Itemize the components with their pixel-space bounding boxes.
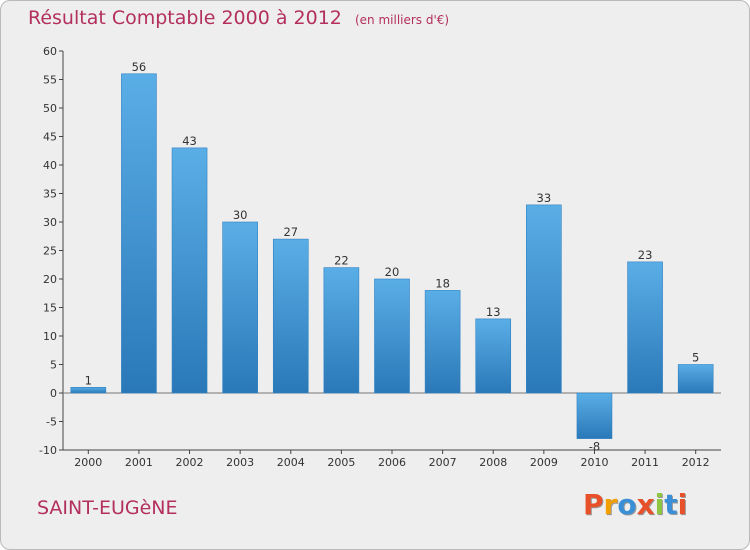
data-label-2011: 23 [638, 248, 653, 262]
x-tick-label: 2003 [226, 456, 254, 469]
x-tick-label: 2012 [682, 456, 710, 469]
x-tick-label: 2006 [378, 456, 406, 469]
brand-letter: r [603, 488, 618, 521]
x-tick-label: 2007 [429, 456, 457, 469]
y-tick-label: 35 [43, 188, 57, 201]
bar-2008 [475, 318, 512, 394]
y-tick-label: 5 [50, 359, 57, 372]
y-tick-label: 30 [43, 216, 57, 229]
y-tick-label: 20 [43, 273, 57, 286]
bars-group [70, 73, 714, 439]
data-label-2001: 56 [132, 60, 147, 74]
chart-title: Résultat Comptable 2000 à 2012 [28, 7, 342, 29]
bar-2002 [171, 147, 208, 394]
y-tick-label: 45 [43, 131, 57, 144]
x-tick-label: 2001 [125, 456, 153, 469]
data-label-2000: 1 [85, 373, 92, 387]
x-tick-label: 2010 [580, 456, 608, 469]
brand-letter: o [617, 488, 637, 521]
bar-2012 [677, 364, 714, 394]
y-tick-label: -10 [39, 444, 57, 457]
data-label-2002: 43 [182, 134, 197, 148]
title-row: Résultat Comptable 2000 à 2012 (en milli… [28, 7, 449, 29]
brand-letter: x [636, 488, 655, 521]
bar-2001 [121, 73, 157, 394]
data-label-2004: 27 [283, 225, 298, 239]
y-tick-label: 0 [50, 387, 57, 400]
brand-letter: t [664, 488, 678, 521]
data-label-2010: -8 [589, 440, 600, 454]
y-tick-label: 40 [43, 159, 57, 172]
bar-2006 [374, 278, 410, 394]
bar-2007 [424, 290, 461, 394]
x-tick-label: 2005 [327, 456, 355, 469]
bar-2005 [323, 267, 360, 394]
x-tick-label: 2004 [277, 456, 305, 469]
y-tick-label: 50 [43, 102, 57, 115]
brand-letter: P [583, 488, 604, 521]
y-tick-label: 15 [43, 302, 57, 315]
y-tick-label: 10 [43, 330, 57, 343]
y-tick-label: 60 [43, 45, 57, 58]
data-label-2007: 18 [435, 276, 450, 290]
data-label-2006: 20 [385, 265, 400, 279]
chart-subtitle: (en milliers d'€) [354, 13, 450, 27]
data-label-2008: 13 [486, 305, 501, 319]
x-tick-label: 2002 [176, 456, 204, 469]
brand-letter: i [654, 488, 665, 521]
x-tick-label: 2011 [631, 456, 659, 469]
data-label-2005: 22 [334, 254, 349, 268]
bar-2011 [627, 261, 663, 394]
data-label-2012: 5 [692, 351, 699, 365]
data-label-2003: 30 [233, 208, 248, 222]
data-labels-group: 1 56 43 30 27 22 20 18 13 33 -8 23 5 [85, 60, 700, 454]
brand-letter: i [677, 488, 688, 521]
y-tick-label: 55 [43, 74, 57, 87]
bar-2004 [272, 238, 309, 394]
x-tick-label: 2008 [479, 456, 507, 469]
y-tick-label: -5 [46, 416, 57, 429]
y-tick-label: 25 [43, 245, 57, 258]
commune-name: SAINT-EUGèNE [37, 497, 178, 519]
proxiti-logo: Proxiti [583, 488, 687, 521]
bar-2010 [576, 392, 613, 439]
bar-2009 [526, 204, 562, 394]
bar-2003 [222, 221, 258, 394]
x-tick-label: 2000 [74, 456, 102, 469]
bar-2000 [70, 386, 107, 394]
x-tick-label: 2009 [530, 456, 558, 469]
data-label-2009: 33 [537, 191, 552, 205]
